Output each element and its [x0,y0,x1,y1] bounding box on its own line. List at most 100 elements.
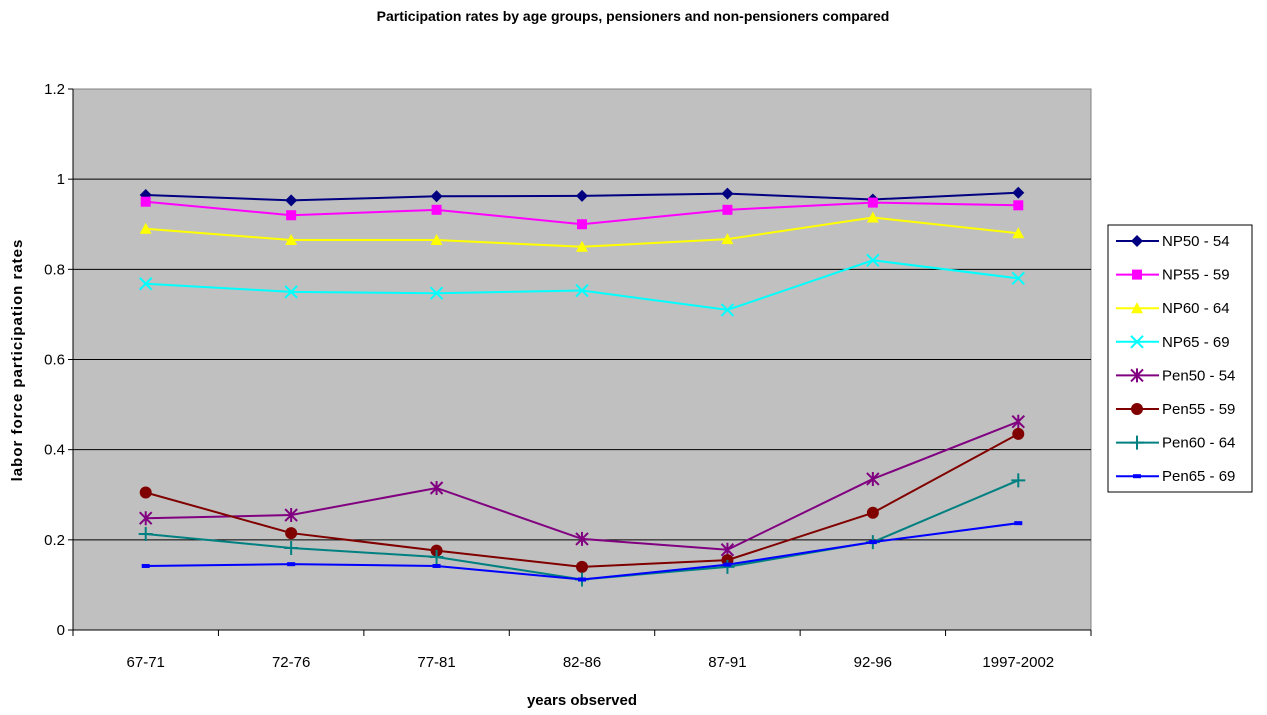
data-point [138,526,153,541]
data-point [430,234,443,246]
legend-item: NP65 - 69 [1116,334,1230,351]
data-point [576,189,588,202]
x-tick-label: 87-91 [708,654,746,671]
data-point [722,204,733,215]
data-point [140,196,151,207]
y-axis-title: labor force participation rates [9,239,26,482]
legend-label: Pen55 - 59 [1162,401,1235,418]
data-point [139,277,153,291]
data-point [866,471,880,486]
data-point [1012,227,1025,239]
data-point [1131,403,1143,415]
x-tick-label: 67-71 [127,654,165,671]
legend-box [1107,224,1253,493]
data-point [284,508,298,523]
data-point [723,562,732,567]
data-point [285,234,298,246]
data-point [866,211,879,223]
data-point [286,210,297,221]
data-point [429,549,444,564]
data-point [1133,474,1141,479]
legend-label: NP60 - 64 [1162,300,1230,317]
y-tick-label: 0.2 [44,532,65,549]
data-point [429,480,444,495]
series-np65-69 [139,253,1025,317]
series-pen50-54 [139,414,1025,557]
legend-label: Pen50 - 54 [1162,367,1235,384]
chart-title: Participation rates by age groups, pensi… [377,8,890,24]
data-point [578,577,586,582]
legend-item: Pen65 - 69 [1116,468,1235,485]
legend-label: NP55 - 59 [1162,267,1230,284]
series-lines [138,186,1026,587]
legend-label: Pen65 - 69 [1162,468,1235,485]
y-tick-label: 0 [57,622,65,639]
data-point [429,286,444,300]
data-point [431,204,442,215]
legend-label: Pen60 - 64 [1162,435,1235,452]
data-point [866,253,880,268]
y-tick-label: 0.8 [44,261,65,278]
legend-item: NP55 - 59 [1116,267,1230,284]
data-point [139,486,152,499]
legend-item: Pen50 - 54 [1116,367,1235,384]
data-point [720,559,735,574]
x-tick-label: 92-96 [854,654,892,671]
data-point [1131,235,1143,247]
data-point [1014,521,1023,526]
data-point [576,560,588,573]
data-point [1130,335,1144,349]
data-point [721,233,734,245]
data-point [867,197,878,208]
data-point [1012,427,1025,440]
y-tick-label: 0.4 [44,442,65,459]
x-tick-label: 72-76 [272,654,310,671]
data-point [577,219,587,230]
x-tick-label: 1997-2002 [982,654,1054,671]
x-axis-title: years observed [527,692,637,709]
data-point [1011,271,1025,286]
x-axis-ticks: 67-71 72-76 77-81 82-86 87-91 92-96 1997-2002 [72,630,1092,671]
data-point [721,187,734,200]
gridlines [73,178,1091,541]
data-point [1131,302,1143,314]
data-point [575,283,589,298]
data-point [287,562,296,567]
data-point [285,527,298,540]
y-tick-label: 0.6 [44,352,65,369]
data-point [720,303,735,317]
data-point [1011,473,1026,488]
data-point [1130,435,1144,450]
legend-item: Pen60 - 64 [1116,435,1235,452]
legend-item: NP50 - 54 [1116,233,1230,250]
data-point [1132,269,1142,280]
data-point [866,506,879,519]
data-point [284,540,299,555]
series-np55-59 [140,196,1024,230]
x-tick-label: 77-81 [417,654,455,671]
data-point [430,190,443,203]
data-point [139,222,152,234]
legend-item: NP60 - 64 [1116,300,1230,317]
x-tick-label: 82-86 [563,654,601,671]
data-point [1012,186,1025,199]
data-point [576,240,588,252]
data-point [432,563,441,568]
data-point [139,511,153,526]
legend-label: NP65 - 69 [1162,334,1230,351]
data-point [285,194,298,207]
y-tick-label: 1 [57,171,65,188]
legend-label: NP50 - 54 [1162,233,1230,250]
y-axis-ticks: 0 0.2 0.4 0.6 0.8 1 1.2 [44,81,73,639]
data-point [868,540,877,545]
data-point [575,531,589,546]
data-point [1130,368,1144,383]
data-point [1011,414,1025,429]
series-np60-64 [139,211,1025,252]
data-point [141,563,150,568]
legend-item: Pen55 - 59 [1116,401,1235,418]
y-tick-label: 1.2 [44,81,65,98]
data-point [1013,200,1024,211]
series-pen65-69 [141,521,1023,582]
